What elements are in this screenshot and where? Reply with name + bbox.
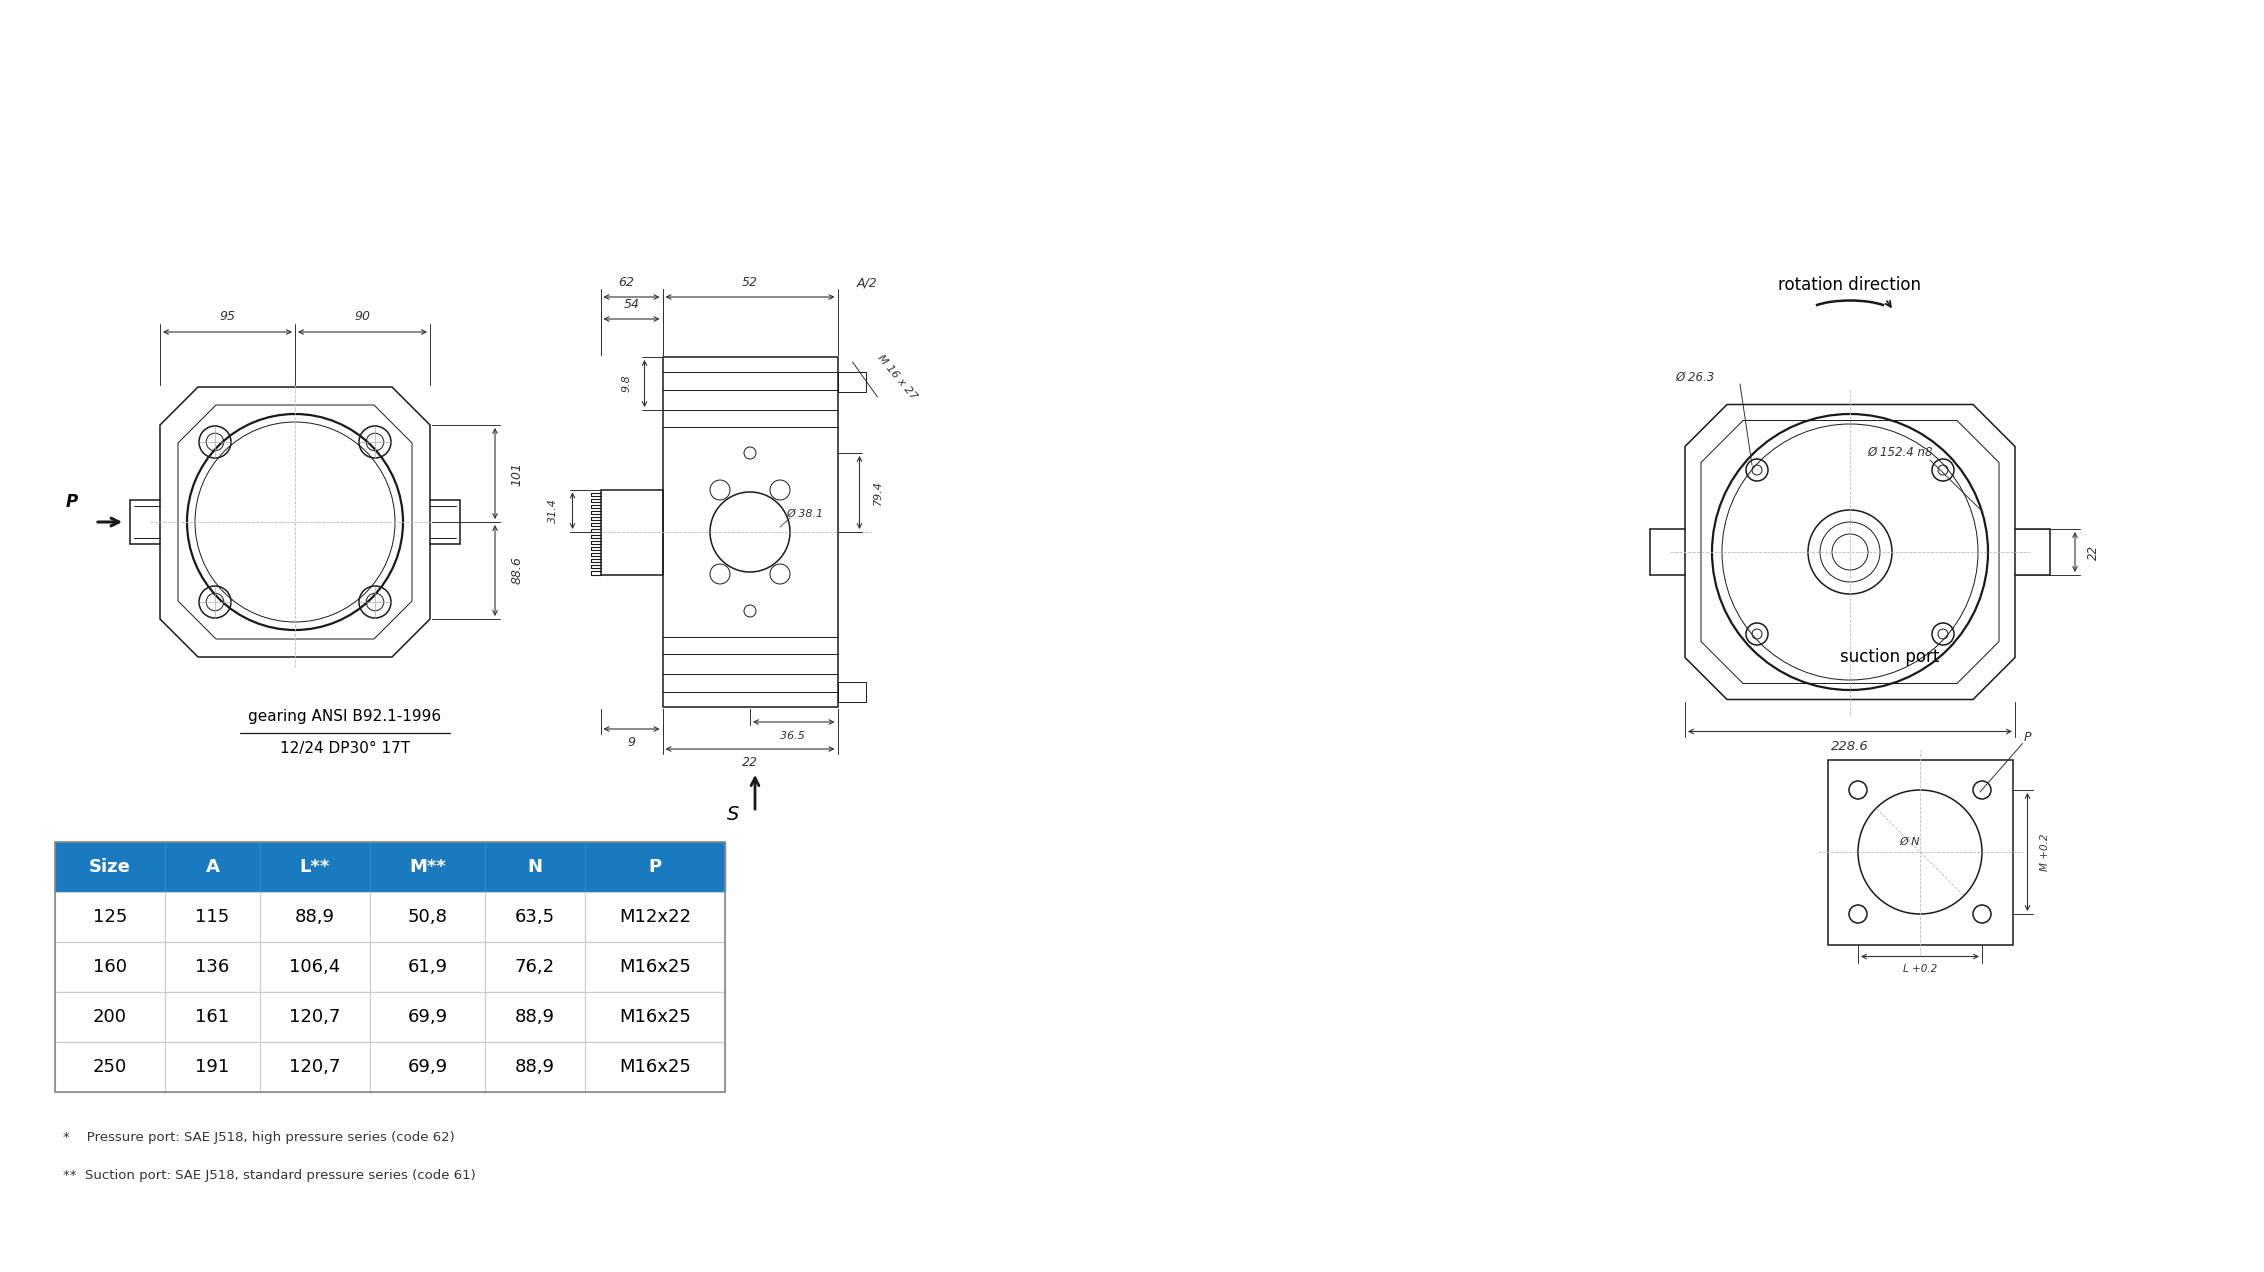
Bar [600,490,663,575]
Text: 101: 101 [509,462,523,486]
Text: Ø 152.4 n8: Ø 152.4 n8 [1868,445,1933,458]
Bar [584,943,724,992]
Bar [54,892,165,943]
Text: 50,8: 50,8 [408,908,448,926]
Text: 115: 115 [195,908,229,926]
Text: 22: 22 [743,757,758,770]
Text: Ø 38.1: Ø 38.1 [786,509,824,519]
Text: 36.5: 36.5 [779,731,808,742]
Text: 9: 9 [627,736,636,749]
Bar [54,992,165,1042]
Text: S: S [727,805,738,824]
Bar [165,992,260,1042]
Text: P: P [648,859,661,876]
Text: 88,9: 88,9 [294,908,335,926]
Text: 160: 160 [93,958,127,976]
Text: 22: 22 [2087,544,2099,560]
Text: M**: M** [410,859,446,876]
Bar [369,1042,484,1091]
Bar [584,992,724,1042]
Text: L +0.2: L +0.2 [1902,964,1938,974]
Bar [54,943,165,992]
Bar [584,892,724,943]
Bar [484,1042,584,1091]
Bar [54,842,165,892]
Bar [369,892,484,943]
Text: A/2: A/2 [858,276,878,290]
Bar [165,1042,260,1091]
Text: N: N [528,859,543,876]
Bar [260,842,369,892]
Text: 52: 52 [743,276,758,290]
Bar [260,943,369,992]
Bar [663,357,838,707]
Bar [260,992,369,1042]
Bar [54,1042,165,1091]
Text: 79.4: 79.4 [872,481,883,505]
Text: 136: 136 [195,958,229,976]
Text: gearing ANSI B92.1-1996: gearing ANSI B92.1-1996 [249,710,441,725]
Text: 106,4: 106,4 [290,958,340,976]
Text: 69,9: 69,9 [408,1007,448,1027]
Text: P: P [2024,731,2031,744]
Bar [584,1042,724,1091]
Text: **  Suction port: SAE J518, standard pressure series (code 61): ** Suction port: SAE J518, standard pres… [63,1169,475,1182]
Text: *    Pressure port: SAE J518, high pressure series (code 62): * Pressure port: SAE J518, high pressure… [63,1131,455,1144]
Text: 61,9: 61,9 [408,958,448,976]
Text: Ø N: Ø N [1899,837,1920,847]
Text: P: P [66,494,77,511]
Bar [369,992,484,1042]
Bar [838,371,865,392]
Bar [260,892,369,943]
Text: rotation direction: rotation direction [1780,276,1922,294]
Text: 63,5: 63,5 [514,908,555,926]
Text: 200: 200 [93,1007,127,1027]
Text: L**: L** [299,859,331,876]
Bar [484,892,584,943]
Text: 9.8: 9.8 [623,375,632,392]
Text: M16x25: M16x25 [618,1058,691,1076]
Text: M 16 x 27: M 16 x 27 [876,352,919,402]
Text: M +0.2: M +0.2 [2040,833,2049,871]
Text: 228.6: 228.6 [1832,740,1868,753]
Text: 120,7: 120,7 [290,1058,340,1076]
Text: 250: 250 [93,1058,127,1076]
Bar [260,1042,369,1091]
Text: M12x22: M12x22 [618,908,691,926]
Bar [838,682,865,702]
Text: 125: 125 [93,908,127,926]
Text: 31.4: 31.4 [548,499,557,523]
Text: Ø 26.3: Ø 26.3 [1675,370,1714,383]
Text: 62: 62 [618,276,634,290]
Text: 88,9: 88,9 [514,1007,555,1027]
Text: 90: 90 [355,309,371,323]
Text: A: A [206,859,220,876]
Bar [165,943,260,992]
Bar [165,842,260,892]
Text: 95: 95 [220,309,235,323]
Text: 161: 161 [195,1007,229,1027]
Bar [1827,759,2013,945]
Text: 54: 54 [623,299,638,312]
Bar [369,943,484,992]
Bar [484,842,584,892]
Text: 88.6: 88.6 [509,557,523,585]
Bar [165,892,260,943]
Text: 191: 191 [195,1058,229,1076]
Text: 120,7: 120,7 [290,1007,340,1027]
Bar [484,943,584,992]
Text: 69,9: 69,9 [408,1058,448,1076]
Text: 88,9: 88,9 [514,1058,555,1076]
Text: suction port: suction port [1841,647,1940,667]
Bar [369,842,484,892]
Text: Size: Size [88,859,131,876]
Text: 12/24 DP30° 17T: 12/24 DP30° 17T [281,742,410,757]
Bar [584,842,724,892]
Text: M16x25: M16x25 [618,958,691,976]
Text: 76,2: 76,2 [514,958,555,976]
Bar [54,842,724,1091]
Bar [484,992,584,1042]
Text: M16x25: M16x25 [618,1007,691,1027]
